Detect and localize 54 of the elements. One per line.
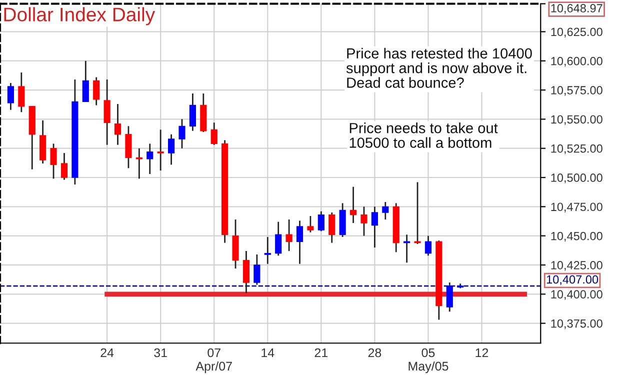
annotation: Price needs to take out 10500 to call a bottom	[350, 122, 498, 148]
x-tick-label: 31	[154, 348, 167, 358]
y-tick-label: 10,375.00	[551, 319, 602, 330]
candlestick	[93, 76, 100, 106]
candlestick	[7, 82, 14, 111]
candlestick	[157, 128, 164, 172]
candlestick	[178, 118, 186, 150]
candlestick	[446, 282, 453, 312]
candlestick	[210, 122, 218, 146]
candlestick	[264, 236, 271, 265]
y-tick-label: 10,625.00	[551, 28, 602, 38]
candlestick	[189, 92, 196, 132]
x-tick-label: 05 May/05	[408, 348, 448, 374]
candlestick	[125, 125, 132, 169]
candlestick	[360, 206, 368, 237]
x-tick-label: 21	[314, 348, 328, 358]
candlestick	[114, 103, 122, 146]
annotation: Price has retested the 10400 support and is now above it. Dead cat bounce?	[346, 48, 532, 88]
x-tick-label: 12	[476, 348, 488, 358]
candlestick	[168, 134, 175, 166]
x-tick-label: 28	[368, 348, 382, 358]
candlestick	[18, 72, 25, 113]
candlestick	[242, 250, 250, 294]
candlestick	[275, 221, 282, 256]
candlestick	[286, 218, 292, 252]
candlestick	[82, 60, 89, 102]
candlestick	[382, 201, 389, 220]
x-tick-label: 24	[100, 348, 114, 358]
y-tick-label: 10,600.00	[551, 56, 602, 67]
candlestick	[104, 78, 110, 146]
candlestick	[424, 235, 432, 256]
y-tick-label: 10,648.97	[551, 4, 602, 14]
y-tick-label: 10,425.00	[551, 261, 602, 271]
ref-line-label: 10,407.00	[546, 275, 598, 286]
y-tick-label: 10,400.00	[551, 290, 602, 300]
y-tick-label: 10,525.00	[551, 144, 602, 154]
candlestick	[328, 212, 336, 244]
candlestick	[146, 142, 154, 175]
y-tick-label: 10,550.00	[551, 115, 602, 125]
x-tick-label: 14	[262, 348, 274, 358]
candlestick	[371, 206, 378, 248]
candlestick	[350, 186, 357, 224]
y-tick-label: 10,500.00	[551, 174, 602, 184]
candlestick	[307, 215, 314, 234]
candlestick	[318, 210, 324, 232]
y-tick-label: 10,575.00	[551, 86, 602, 96]
candlestick	[254, 254, 260, 286]
x-tick-label: 07 Apr/07	[196, 348, 232, 374]
candlestick	[60, 152, 68, 181]
y-tick-label: 10,475.00	[551, 202, 602, 212]
candlestick	[296, 220, 304, 265]
y-tick-label: 10,450.00	[551, 232, 602, 242]
candlestick	[50, 142, 57, 180]
chart-title: Dollar Index Daily	[4, 7, 156, 26]
